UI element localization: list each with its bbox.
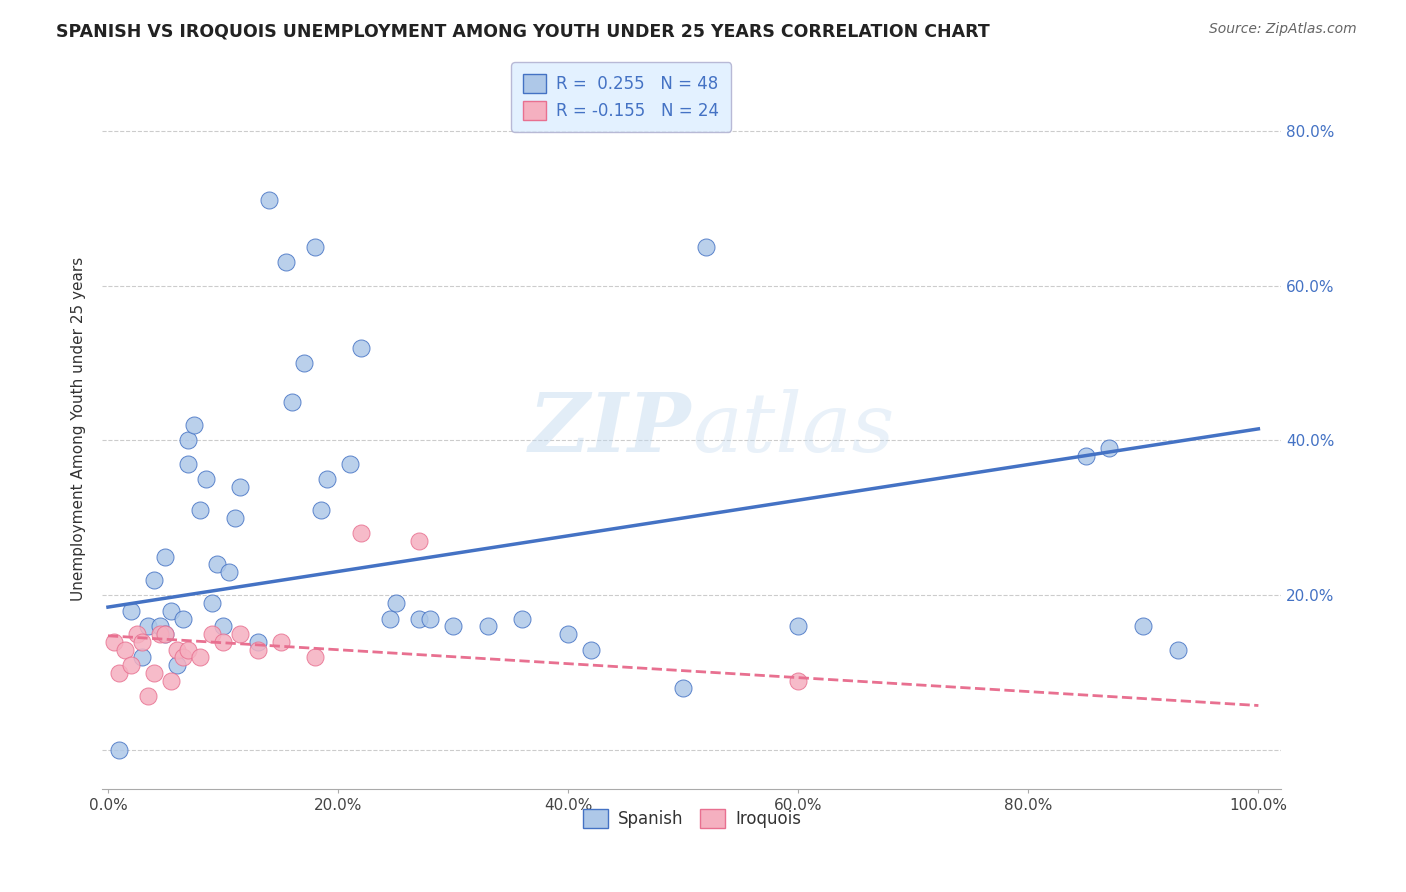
Point [408, 612, 430, 626]
Point [309, 503, 332, 517]
Text: SPANISH VS IROQUOIS UNEMPLOYMENT AMONG YOUTH UNDER 25 YEARS CORRELATION CHART: SPANISH VS IROQUOIS UNEMPLOYMENT AMONG Y… [56, 22, 990, 40]
Point [276, 255, 298, 269]
Point [257, 194, 280, 208]
Point [441, 619, 464, 633]
Point [212, 619, 235, 633]
Point [557, 627, 579, 641]
Point [510, 612, 533, 626]
Point [408, 534, 430, 549]
Point [200, 627, 222, 641]
Point [224, 511, 246, 525]
Text: Source: ZipAtlas.com: Source: ZipAtlas.com [1209, 22, 1357, 37]
Point [304, 240, 326, 254]
Point [207, 558, 229, 572]
Point [172, 612, 194, 626]
Point [350, 526, 373, 541]
Point [160, 673, 183, 688]
Point [131, 650, 153, 665]
Point [149, 627, 172, 641]
Point [114, 642, 136, 657]
Point [155, 627, 177, 641]
Point [1074, 449, 1097, 463]
Point [120, 604, 142, 618]
Legend: Spanish, Iroquois: Spanish, Iroquois [576, 803, 807, 835]
Point [177, 434, 200, 448]
Point [246, 642, 269, 657]
Point [350, 341, 373, 355]
Point [787, 673, 810, 688]
Point [270, 635, 292, 649]
Point [125, 627, 148, 641]
Point [172, 650, 194, 665]
Point [143, 665, 166, 680]
Point [183, 417, 205, 432]
Point [136, 619, 159, 633]
Text: atlas: atlas [692, 389, 894, 469]
Point [672, 681, 695, 696]
Point [378, 612, 401, 626]
Point [166, 658, 188, 673]
Point [787, 619, 810, 633]
Point [695, 240, 717, 254]
Point [177, 642, 200, 657]
Point [108, 665, 131, 680]
Point [155, 549, 177, 564]
Point [166, 642, 188, 657]
Point [108, 743, 131, 757]
Point [136, 690, 159, 704]
Point [160, 604, 183, 618]
Point [304, 650, 326, 665]
Point [292, 356, 315, 370]
Point [212, 635, 235, 649]
Point [177, 457, 200, 471]
Point [315, 472, 337, 486]
Point [246, 635, 269, 649]
Point [229, 627, 252, 641]
Point [218, 566, 240, 580]
Point [1098, 442, 1121, 456]
Text: ZIP: ZIP [529, 389, 692, 469]
Point [143, 573, 166, 587]
Point [200, 596, 222, 610]
Point [1132, 619, 1154, 633]
Point [1167, 642, 1189, 657]
Point [419, 612, 441, 626]
Point [155, 627, 177, 641]
Point [477, 619, 499, 633]
Point [103, 635, 125, 649]
Point [149, 619, 172, 633]
Point [188, 503, 211, 517]
Point [384, 596, 406, 610]
Point [579, 642, 602, 657]
Point [281, 394, 304, 409]
Point [339, 457, 361, 471]
Point [188, 650, 211, 665]
Point [229, 480, 252, 494]
Point [194, 472, 217, 486]
Point [131, 635, 153, 649]
Point [120, 658, 142, 673]
Y-axis label: Unemployment Among Youth under 25 years: Unemployment Among Youth under 25 years [72, 257, 86, 601]
